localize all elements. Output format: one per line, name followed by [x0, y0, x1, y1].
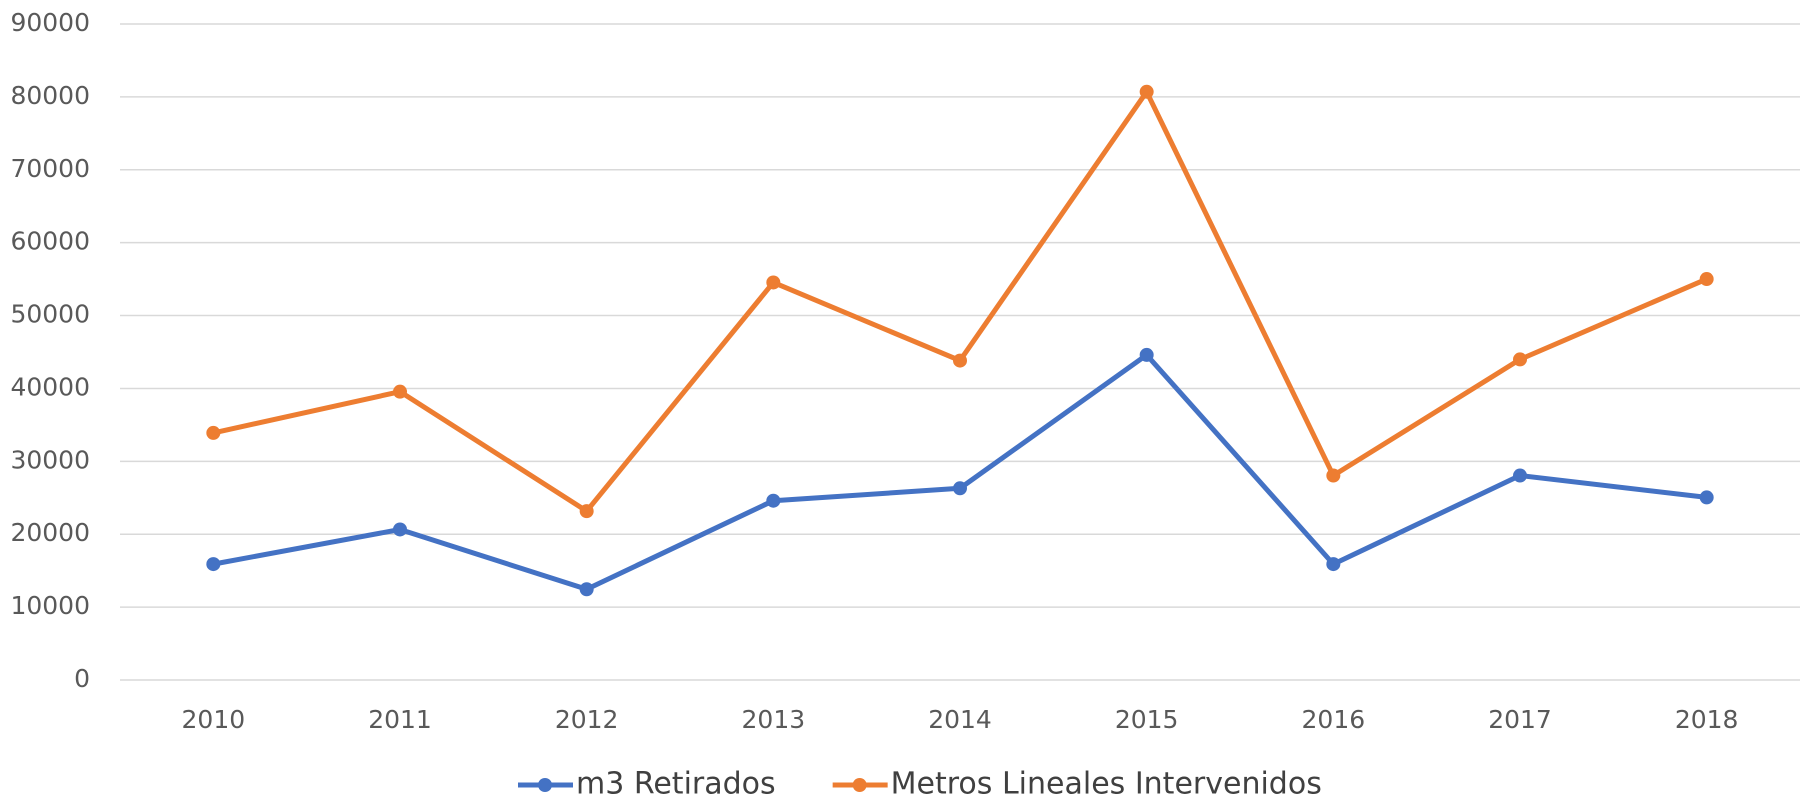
x-tick-label: 2010 [182, 705, 246, 734]
data-point [1699, 490, 1714, 505]
data-point [393, 384, 407, 399]
data-point [1139, 84, 1154, 99]
x-tick-label: 2013 [742, 705, 806, 734]
x-tick-label: 2012 [555, 705, 619, 734]
data-point [206, 557, 221, 572]
x-tick-label: 2015 [1115, 705, 1179, 734]
legend-label: Metros Lineales Intervenidos [891, 767, 1322, 801]
data-point [953, 353, 967, 368]
y-tick-label: 90000 [10, 8, 90, 37]
y-tick-label: 60000 [10, 227, 90, 256]
data-point [1139, 347, 1154, 362]
data-point [1513, 468, 1527, 483]
series-line [212, 352, 1707, 592]
data-point [206, 425, 221, 440]
y-tick-label: 50000 [10, 300, 90, 329]
data-point [393, 522, 407, 537]
legend-label: m3 Retirados [576, 767, 776, 801]
y-tick-label: 20000 [10, 518, 90, 547]
x-tick-label: 2017 [1488, 705, 1552, 734]
x-tick-label: 2016 [1302, 705, 1366, 734]
data-point [579, 582, 594, 597]
series-line [212, 89, 1708, 514]
x-tick-label: 2018 [1675, 705, 1739, 734]
y-tick-label: 40000 [10, 372, 90, 401]
y-tick-label: 70000 [10, 154, 90, 183]
data-point [1326, 468, 1341, 483]
y-tick-label: 10000 [10, 591, 90, 620]
x-tick-label: 2011 [368, 705, 432, 734]
y-tick-label: 30000 [10, 445, 90, 474]
data-point [1699, 272, 1714, 287]
data-point [953, 481, 967, 496]
legend-marker [538, 778, 552, 792]
data-point [579, 504, 594, 519]
data-point [1326, 557, 1341, 572]
y-tick-label: 80000 [10, 81, 90, 110]
data-point [766, 275, 781, 290]
y-tick-label: 0 [74, 664, 90, 693]
data-point [1513, 352, 1527, 367]
data-point [766, 493, 781, 508]
x-tick-label: 2014 [928, 705, 992, 734]
legend-marker [852, 778, 867, 792]
